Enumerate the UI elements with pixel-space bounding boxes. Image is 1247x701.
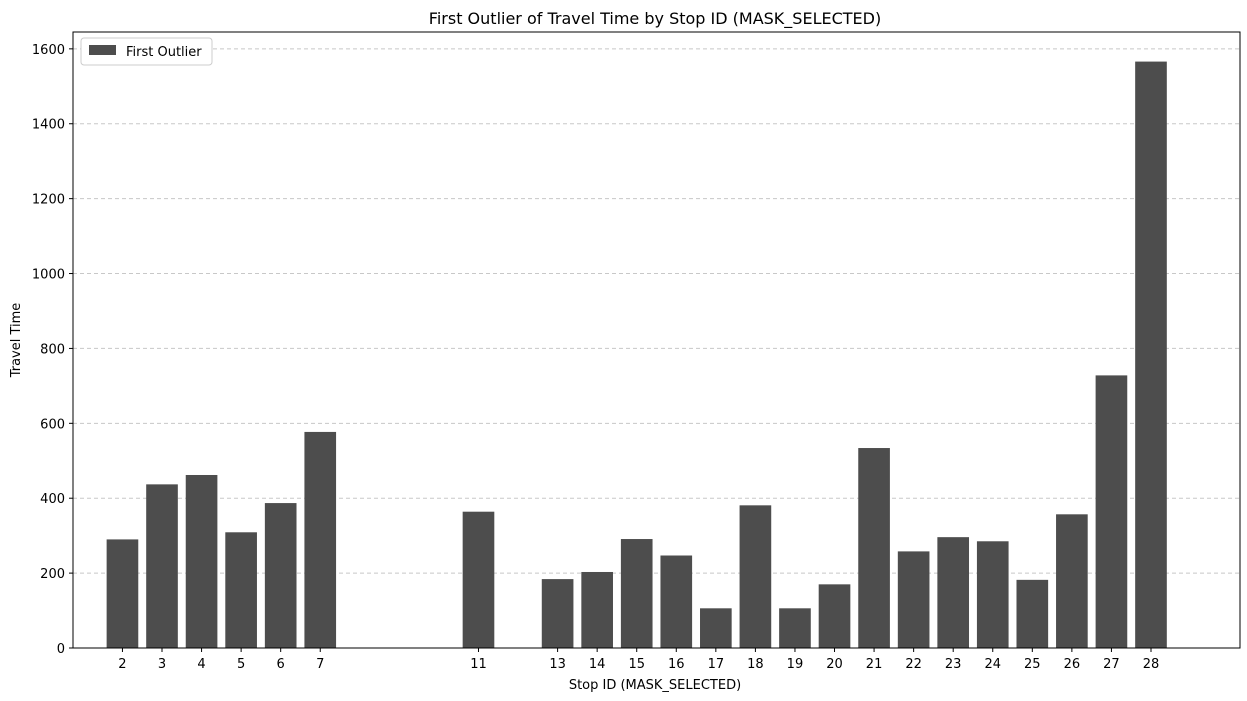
- grid-lines: [73, 48, 1240, 574]
- y-tick-label: 200: [40, 567, 65, 582]
- bar: [660, 555, 693, 648]
- x-tick-label: 19: [787, 657, 804, 672]
- x-tick-label: 6: [277, 657, 285, 672]
- bar: [106, 539, 139, 648]
- x-tick-label: 20: [826, 657, 843, 672]
- bar: [225, 532, 257, 648]
- y-tick-label: 0: [57, 642, 65, 657]
- bar: [462, 511, 495, 648]
- bar: [897, 551, 930, 648]
- y-tick-label: 1600: [32, 43, 65, 58]
- x-tick-label: 14: [589, 657, 606, 672]
- y-tick-label: 1200: [32, 193, 65, 208]
- x-tick-label: 22: [905, 657, 922, 672]
- x-tick-label: 13: [549, 657, 566, 672]
- x-tick-label: 25: [1024, 657, 1041, 672]
- legend-swatch: [89, 45, 116, 55]
- bar: [620, 539, 653, 648]
- x-axis-ticks: 2 3 4 5 6 7 11 13 14 15 16 17 18 19 20 21 22 23 24 25 26 27 28: [118, 648, 1159, 672]
- chart-title: First Outlier of Travel Time by Stop ID …: [429, 9, 881, 29]
- x-tick-label: 17: [708, 657, 725, 672]
- bar: [581, 571, 613, 648]
- x-tick-label: 15: [628, 657, 645, 672]
- bar: [1135, 61, 1167, 648]
- x-tick-label: 21: [866, 657, 883, 672]
- bar: [818, 584, 851, 648]
- bar: [1095, 375, 1128, 648]
- y-axis-label: Travel Time: [9, 303, 24, 379]
- bar: [700, 608, 732, 648]
- y-axis-ticks: 0 200 400 600 800 1000 1200 1400 1600: [32, 43, 73, 657]
- bar: [541, 579, 574, 648]
- bar: [1056, 514, 1088, 648]
- x-tick-label: 18: [747, 657, 764, 672]
- bar: [146, 484, 178, 648]
- legend-label: First Outlier: [126, 45, 202, 60]
- bar: [304, 431, 337, 648]
- y-tick-label: 1000: [32, 268, 65, 283]
- x-tick-label: 11: [470, 657, 487, 672]
- x-tick-label: 2: [118, 657, 126, 672]
- legend: First Outlier: [80, 37, 213, 66]
- x-tick-label: 5: [237, 657, 245, 672]
- x-tick-label: 4: [197, 657, 205, 672]
- plot-frame: [72, 31, 1241, 649]
- bar: [739, 505, 772, 648]
- x-axis-label: Stop ID (MASK_SELECTED): [569, 678, 741, 693]
- x-tick-label: 28: [1143, 657, 1160, 672]
- x-tick-label: 24: [984, 657, 1001, 672]
- bar: [976, 541, 1009, 648]
- y-tick-label: 400: [40, 492, 65, 507]
- legend-box: [80, 37, 213, 66]
- bar: [858, 448, 890, 648]
- bar: [937, 537, 970, 648]
- bar: [1016, 579, 1049, 648]
- x-tick-label: 23: [945, 657, 962, 672]
- y-tick-label: 1400: [32, 118, 65, 133]
- bar: [264, 503, 297, 648]
- y-tick-label: 600: [40, 417, 65, 432]
- bar: [779, 608, 811, 648]
- bar: [185, 474, 218, 648]
- x-tick-label: 27: [1103, 657, 1120, 672]
- x-tick-label: 3: [158, 657, 166, 672]
- bars: [106, 61, 1167, 648]
- y-tick-label: 800: [40, 342, 65, 357]
- x-tick-label: 16: [668, 657, 685, 672]
- x-tick-label: 7: [316, 657, 324, 672]
- x-tick-label: 26: [1064, 657, 1081, 672]
